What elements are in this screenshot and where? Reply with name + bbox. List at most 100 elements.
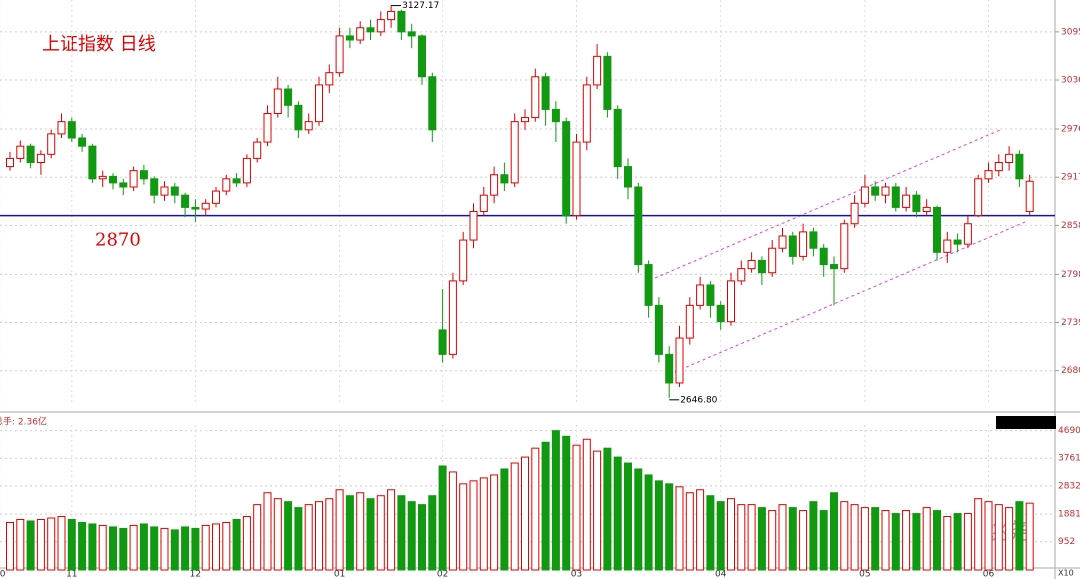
candle-body	[294, 104, 303, 131]
volume-bar	[603, 447, 612, 571]
candle-body	[572, 141, 581, 217]
candle-body	[304, 121, 313, 131]
x-tick-label: 02	[437, 570, 448, 579]
candle-body	[345, 35, 354, 41]
volume-bar	[531, 447, 540, 571]
volume-bar	[943, 516, 952, 571]
candle-body	[428, 76, 437, 131]
candle-body	[67, 121, 76, 139]
volume-bar	[593, 450, 602, 571]
volume-bar	[613, 456, 622, 571]
candle-body	[315, 84, 323, 123]
candle-body	[840, 223, 849, 270]
volume-bar	[78, 521, 87, 571]
volume-bar	[191, 527, 200, 571]
volume-bar	[1015, 501, 1024, 571]
candle-body	[479, 194, 488, 212]
volume-bar	[212, 523, 220, 571]
volume-bar	[16, 518, 25, 571]
volume-bar	[109, 526, 117, 571]
candle-body	[850, 202, 859, 225]
channel-line	[654, 129, 1001, 279]
volume-bar	[912, 513, 921, 571]
candle-body	[500, 174, 509, 184]
candle-body	[376, 19, 385, 33]
candle-body	[994, 161, 1003, 172]
volume-bar	[253, 504, 262, 571]
candle-body	[881, 186, 890, 196]
candle-body	[490, 174, 499, 196]
volume-bar	[315, 501, 323, 571]
x-tick-label: 11	[66, 570, 77, 579]
candle-body	[1005, 153, 1014, 163]
volume-bar	[665, 483, 674, 571]
volume-bar	[129, 524, 138, 571]
candle-body	[181, 194, 190, 208]
candle-body	[325, 72, 334, 86]
volume-bar	[922, 507, 931, 571]
candle-body	[953, 239, 962, 245]
candle-body	[1015, 153, 1024, 180]
candle-body	[706, 284, 715, 306]
candle-body	[634, 186, 643, 266]
volume-bar	[654, 480, 663, 571]
volume-bar	[57, 516, 66, 571]
y-tick-label: 3036	[1061, 76, 1080, 86]
candle-body	[716, 304, 725, 323]
volume-bar	[428, 495, 437, 571]
volume-bar	[974, 498, 983, 571]
scale-label: X10	[1058, 569, 1074, 578]
candle-body	[253, 141, 262, 159]
volume-bar	[551, 430, 560, 571]
volume-bar	[963, 513, 972, 571]
candle-body	[624, 166, 632, 188]
low-label: 2646.80	[680, 395, 717, 405]
candle-body	[57, 121, 66, 135]
candle-body	[129, 170, 138, 188]
x-tick-label: 03	[571, 570, 582, 579]
candle-body	[922, 206, 931, 212]
volume-bar	[840, 501, 849, 571]
candle-body	[366, 27, 375, 33]
volume-bar	[366, 498, 375, 571]
candle-body	[109, 175, 117, 184]
candle-body	[551, 108, 560, 123]
volume-bar	[624, 462, 632, 571]
candle-body	[737, 268, 746, 282]
candle-body	[387, 10, 396, 21]
volume-bar	[263, 492, 272, 571]
candle-body	[727, 280, 735, 323]
x-tick-label: 04	[715, 570, 727, 579]
volume-bar	[273, 498, 282, 571]
candle-body	[273, 88, 282, 114]
candle-body	[510, 121, 519, 184]
candle-body	[263, 112, 272, 143]
reference-label: 2870	[95, 230, 141, 251]
y-tick-label: 952	[1058, 537, 1075, 547]
candle-body	[582, 84, 591, 143]
volume-bar	[160, 527, 169, 571]
volume-bar	[953, 513, 962, 571]
y-tick-label: 2917	[1061, 173, 1080, 183]
candle-body	[284, 88, 293, 106]
candle-body	[902, 194, 911, 208]
high-label: 3127.17	[402, 1, 439, 11]
volume-bar	[1005, 507, 1014, 571]
volume-bar	[438, 465, 447, 571]
candle-body	[943, 239, 952, 253]
candle-body	[654, 304, 663, 355]
volume-bar	[356, 492, 365, 571]
y-tick-label: 2832	[1058, 481, 1080, 491]
candle-body	[397, 10, 406, 33]
candle-body	[778, 235, 787, 249]
x-tick-label: 12	[190, 570, 201, 579]
volume-bar	[150, 526, 159, 571]
candle-body	[160, 186, 169, 196]
candle-body	[860, 186, 869, 204]
candle-body	[407, 31, 416, 37]
candle-body	[139, 170, 148, 180]
volume-bar	[994, 504, 1003, 571]
candle-body	[788, 235, 797, 257]
volume-bar	[510, 462, 519, 571]
